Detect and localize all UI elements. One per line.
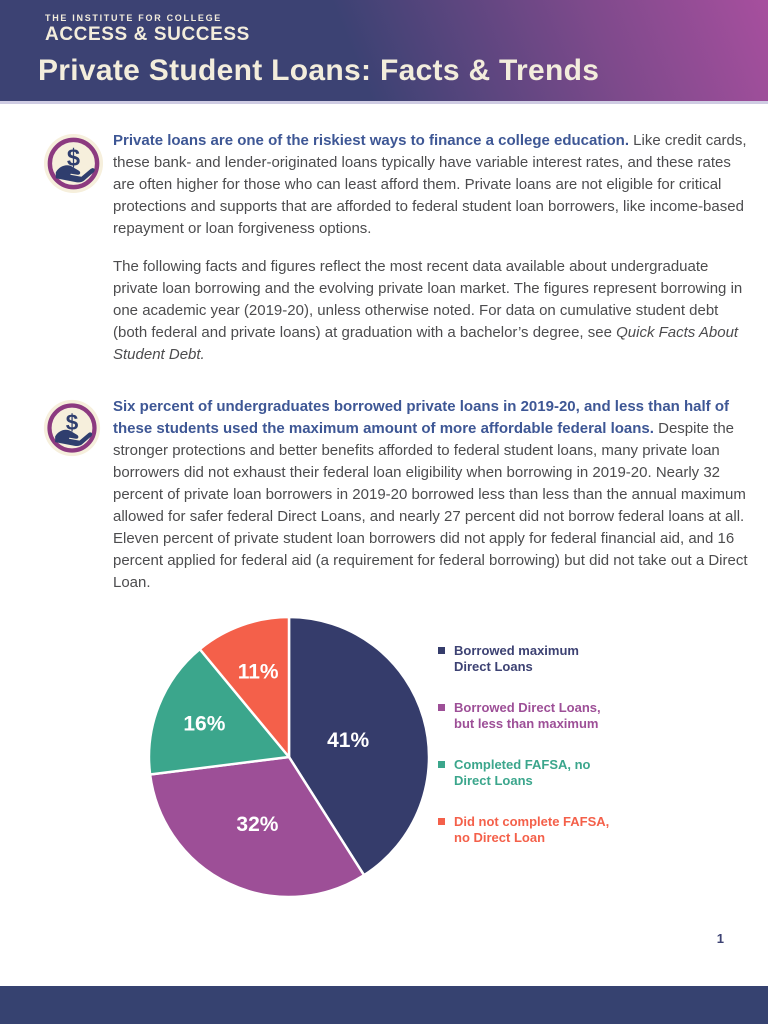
- legend-item-2: Borrowed Direct Loans, but less than maxi…: [438, 700, 609, 732]
- header-banner: THE INSTITUTE FOR COLLEGE ACCESS & SUCCE…: [0, 0, 768, 101]
- six-percent-lead-sentence: Six percent of undergraduates borrowed p…: [113, 398, 729, 437]
- pie-slice-2: [148, 755, 366, 899]
- legend-label: Completed FAFSA, no Direct Loans: [454, 757, 591, 788]
- intro-paragraph-2-text: The following facts and figures reflect …: [113, 258, 743, 341]
- page-title: Private Student Loans: Facts & Trends: [38, 54, 600, 87]
- page-number: 1: [716, 931, 724, 946]
- legend-bullet-icon: [438, 818, 445, 825]
- pie-slice-percent-label-1: 41%: [327, 729, 369, 752]
- svg-text:$: $: [66, 410, 79, 435]
- pie-chart: 41% 32% 16% 11%: [147, 615, 431, 899]
- org-name-bottom: ACCESS & SUCCESS: [45, 24, 250, 45]
- intro-section: $ Private loans are one of the riskiest …: [0, 130, 768, 382]
- pie-chart-figure: 41% 32% 16% 11% Borrowed maximum Direct Loan…: [0, 602, 768, 922]
- legend-bullet-icon: [438, 647, 445, 654]
- hand-holding-dollar-icon: $: [42, 133, 105, 199]
- org-logo: THE INSTITUTE FOR COLLEGE ACCESS & SUCCE…: [45, 13, 768, 46]
- six-percent-text: Six percent of undergraduates borrowed p…: [113, 396, 748, 610]
- legend-label: Borrowed Direct Loans, but less than maxi…: [454, 700, 601, 731]
- intro-paragraph-2: The following facts and figures reflect …: [113, 256, 748, 366]
- intro-body-text: Like credit cards, these bank- and lende…: [113, 132, 747, 237]
- svg-text:$: $: [67, 145, 80, 171]
- intro-lead-sentence: Private loans are one of the riskiest wa…: [113, 132, 630, 149]
- legend-label: Borrowed maximum Direct Loans: [454, 643, 579, 674]
- hand-holding-dollar-icon: $: [42, 399, 102, 462]
- six-percent-body-text: Despite the stronger protections and bet…: [113, 420, 748, 591]
- pie-slice-percent-label-3: 16%: [183, 713, 225, 736]
- pie-slice-3: [147, 647, 291, 776]
- chart-legend: Borrowed maximum Direct Loans Borrowed Dir…: [438, 643, 609, 871]
- header-divider: [0, 101, 768, 104]
- pie-slice-percent-label-2: 32%: [236, 813, 278, 836]
- icon-column: $: [42, 396, 113, 610]
- footer-bar: [0, 986, 768, 1024]
- intro-paragraph-1: Private loans are one of the riskiest wa…: [113, 130, 748, 240]
- legend-item-4: Did not complete FAFSA, no Direct Loan: [438, 814, 609, 846]
- legend-bullet-icon: [438, 704, 445, 711]
- six-percent-section: $ Six percent of undergraduates borrowed…: [0, 396, 768, 610]
- legend-item-3: Completed FAFSA, no Direct Loans: [438, 757, 609, 789]
- pie-slice-percent-label-4: 11%: [238, 660, 279, 683]
- six-percent-paragraph: Six percent of undergraduates borrowed p…: [113, 396, 748, 594]
- icon-column: $: [42, 130, 113, 382]
- intro-text: Private loans are one of the riskiest wa…: [113, 130, 748, 382]
- legend-bullet-icon: [438, 761, 445, 768]
- org-name-top: THE INSTITUTE FOR COLLEGE: [45, 13, 222, 23]
- pie-slice-4: [198, 615, 291, 759]
- report-reference-italic: Quick Facts About Student Debt.: [113, 324, 739, 363]
- legend-item-1: Borrowed maximum Direct Loans: [438, 643, 609, 675]
- legend-label: Did not complete FAFSA, no Direct Loan: [454, 814, 610, 845]
